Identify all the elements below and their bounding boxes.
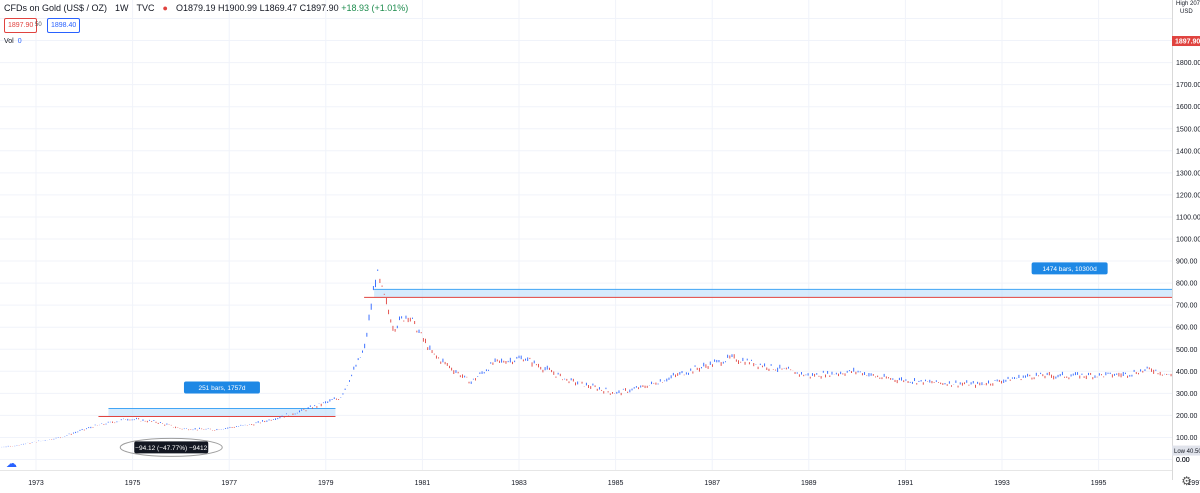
drop1-label-bg	[134, 441, 209, 454]
open-value: O1879.19	[175, 3, 216, 13]
low-value: L1869.47	[259, 3, 298, 13]
range1-box	[108, 408, 336, 417]
high-value: H1900.99	[218, 3, 258, 13]
tradingview-logo-icon[interactable]: ☁	[6, 458, 17, 470]
gear-icon[interactable]: ⚙	[1181, 474, 1192, 488]
range1-label: 251 bars, 1757d	[198, 385, 245, 392]
source-label: TVC	[136, 3, 155, 13]
change-value: +18.93 (+1.01%)	[341, 3, 409, 13]
symbol-header: CFDs on Gold (US$ / OZ) 1W TVC ● O1879.1…	[4, 3, 408, 13]
drop1-ellipse	[119, 437, 223, 457]
interval-label[interactable]: 1W	[115, 3, 129, 13]
drop1-label: −94.12 (−47.77%) −9412	[135, 445, 207, 452]
range2-box	[374, 289, 1200, 298]
ohlc-values: O1879.19 H1900.99 L1869.47 C1897.90 +18.…	[176, 3, 408, 13]
range2-label: 1474 bars, 10300d	[1043, 266, 1098, 273]
symbol-name[interactable]: CFDs on Gold (US$ / OZ)	[4, 3, 108, 13]
range-overlays	[98, 288, 1200, 418]
range2-label-bg	[1031, 262, 1108, 275]
chart-grid	[0, 0, 1196, 470]
volume-legend: Vol 0	[4, 38, 22, 45]
price-series	[1, 269, 1200, 448]
volume-label: Vol	[4, 38, 14, 45]
price-axis[interactable]	[1172, 0, 1200, 480]
spread-value: 50	[35, 22, 42, 28]
volume-value: 0	[17, 38, 22, 45]
time-axis[interactable]	[0, 470, 1172, 493]
close-value: C1897.90	[299, 3, 339, 13]
range1-label-bg	[183, 381, 260, 394]
status-dot-icon: ●	[162, 3, 168, 13]
sell-price-button[interactable]: 1897.90	[4, 18, 38, 33]
buy-price-button[interactable]: 1898.40	[47, 18, 81, 33]
